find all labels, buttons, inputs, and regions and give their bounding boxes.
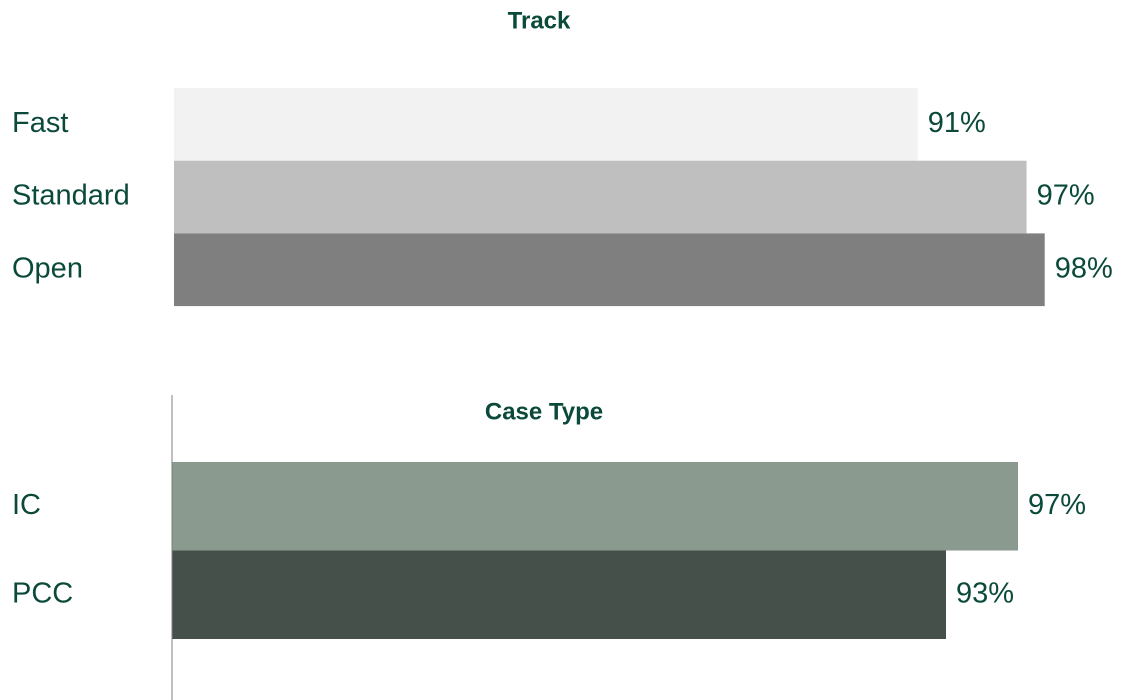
bar bbox=[174, 160, 1027, 234]
bar bbox=[172, 550, 946, 639]
category-label: IC bbox=[12, 489, 41, 521]
value-label: 98% bbox=[1055, 252, 1113, 284]
value-label: 97% bbox=[1037, 180, 1095, 212]
bar bbox=[174, 88, 918, 161]
value-label: 91% bbox=[928, 107, 986, 139]
category-label: PCC bbox=[12, 577, 73, 609]
bar bbox=[174, 233, 1045, 307]
value-label: 93% bbox=[956, 577, 1014, 609]
bar bbox=[172, 462, 1018, 551]
category-label: Standard bbox=[12, 180, 130, 212]
chart-title: Track bbox=[508, 7, 571, 34]
category-label: Fast bbox=[12, 107, 68, 139]
category-label: Open bbox=[12, 252, 83, 284]
value-label: 97% bbox=[1028, 489, 1086, 521]
chart-title: Case Type bbox=[485, 398, 603, 425]
